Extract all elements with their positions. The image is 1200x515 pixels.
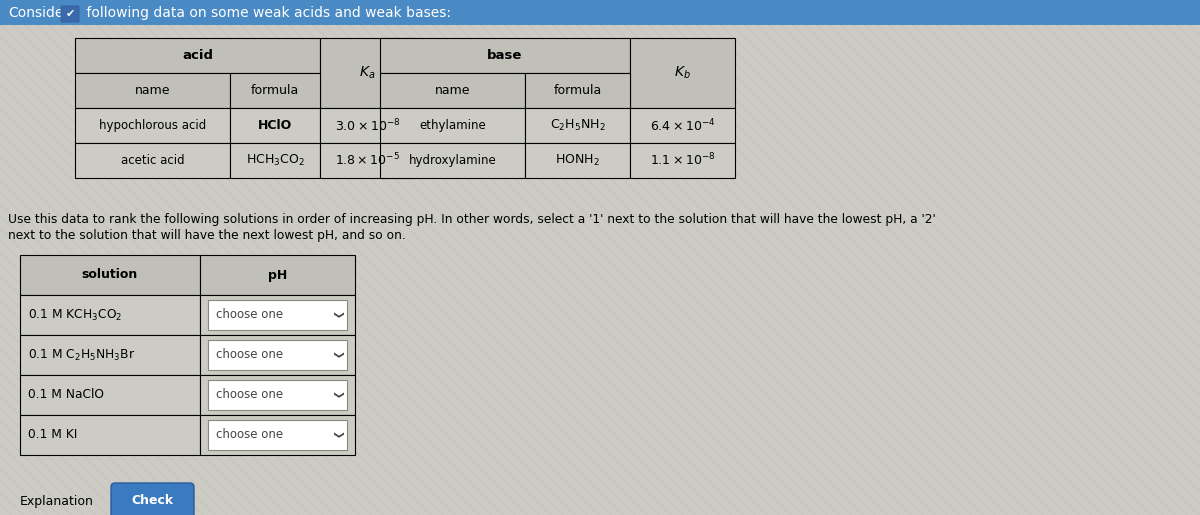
Text: ❯: ❯ <box>332 391 342 399</box>
Text: Explanation: Explanation <box>20 494 94 507</box>
Bar <box>630 143 734 178</box>
Text: next to the solution that will have the next lowest pH, and so on.: next to the solution that will have the … <box>8 230 406 243</box>
FancyBboxPatch shape <box>61 6 79 22</box>
Text: formula: formula <box>553 84 601 97</box>
Bar <box>630 38 734 108</box>
Text: Use this data to rank the following solutions in order of increasing pH. In othe: Use this data to rank the following solu… <box>8 214 936 227</box>
Text: $1.8 \times 10^{-5}$: $1.8 \times 10^{-5}$ <box>335 152 400 169</box>
Bar <box>526 73 630 108</box>
Bar <box>380 108 526 143</box>
Text: $6.4 \times 10^{-4}$: $6.4 \times 10^{-4}$ <box>649 117 715 134</box>
Text: 0.1 M $\mathrm{C_2H_5NH_3Br}$: 0.1 M $\mathrm{C_2H_5NH_3Br}$ <box>28 348 136 363</box>
Bar <box>230 73 320 108</box>
Text: name: name <box>434 84 470 97</box>
Bar <box>200 415 355 455</box>
Bar <box>0 0 1200 25</box>
Bar <box>74 73 230 108</box>
Bar <box>74 38 320 73</box>
Bar <box>74 143 230 178</box>
Bar <box>200 295 355 335</box>
Text: hypochlorous acid: hypochlorous acid <box>98 119 206 132</box>
Text: $1.1 \times 10^{-8}$: $1.1 \times 10^{-8}$ <box>649 152 715 169</box>
Text: $\mathrm{C_2H_5NH_2}$: $\mathrm{C_2H_5NH_2}$ <box>550 118 605 133</box>
Bar <box>380 73 526 108</box>
Text: ❯: ❯ <box>332 311 342 319</box>
Bar <box>230 108 320 143</box>
Text: choose one: choose one <box>216 388 283 402</box>
Bar <box>380 38 630 73</box>
Text: $\mathrm{HCH_3CO_2}$: $\mathrm{HCH_3CO_2}$ <box>246 153 305 168</box>
Text: Conside: Conside <box>8 6 64 20</box>
Bar <box>208 380 347 410</box>
Bar <box>526 108 630 143</box>
Text: hydroxylamine: hydroxylamine <box>409 154 497 167</box>
Bar <box>208 300 347 330</box>
Text: HClO: HClO <box>258 119 292 132</box>
Bar <box>630 108 734 143</box>
Bar <box>20 255 200 295</box>
Bar <box>200 335 355 375</box>
Bar <box>20 295 200 335</box>
Bar <box>230 143 320 178</box>
Bar <box>320 38 415 108</box>
Bar <box>320 143 415 178</box>
Text: $K_b$: $K_b$ <box>674 65 691 81</box>
Bar <box>200 375 355 415</box>
Text: ❯: ❯ <box>332 431 342 439</box>
FancyBboxPatch shape <box>112 483 194 515</box>
Bar <box>200 255 355 295</box>
Text: choose one: choose one <box>216 308 283 321</box>
Text: 0.1 M $\mathrm{KCH_3CO_2}$: 0.1 M $\mathrm{KCH_3CO_2}$ <box>28 307 122 322</box>
Text: $\mathrm{HONH_2}$: $\mathrm{HONH_2}$ <box>556 153 600 168</box>
Bar <box>526 143 630 178</box>
Bar <box>320 108 415 143</box>
Text: pH: pH <box>268 268 287 282</box>
Text: $K_a$: $K_a$ <box>359 65 376 81</box>
Text: acid: acid <box>182 49 214 62</box>
Text: choose one: choose one <box>216 428 283 441</box>
Bar <box>208 420 347 450</box>
Text: base: base <box>487 49 523 62</box>
Text: 0.1 M NaClO: 0.1 M NaClO <box>28 388 104 402</box>
Text: name: name <box>134 84 170 97</box>
Text: formula: formula <box>251 84 299 97</box>
Text: Check: Check <box>132 494 174 507</box>
Text: choose one: choose one <box>216 349 283 362</box>
Text: ❯: ❯ <box>332 351 342 359</box>
Bar <box>20 415 200 455</box>
Bar <box>20 375 200 415</box>
Bar <box>380 143 526 178</box>
Text: $3.0 \times 10^{-8}$: $3.0 \times 10^{-8}$ <box>335 117 401 134</box>
Text: following data on some weak acids and weak bases:: following data on some weak acids and we… <box>82 6 451 20</box>
Text: solution: solution <box>82 268 138 282</box>
Text: acetic acid: acetic acid <box>121 154 185 167</box>
Text: ✔: ✔ <box>65 9 74 19</box>
Text: ethylamine: ethylamine <box>419 119 486 132</box>
Bar <box>208 340 347 370</box>
Text: 0.1 M KI: 0.1 M KI <box>28 428 77 441</box>
Bar <box>74 108 230 143</box>
Bar <box>20 335 200 375</box>
